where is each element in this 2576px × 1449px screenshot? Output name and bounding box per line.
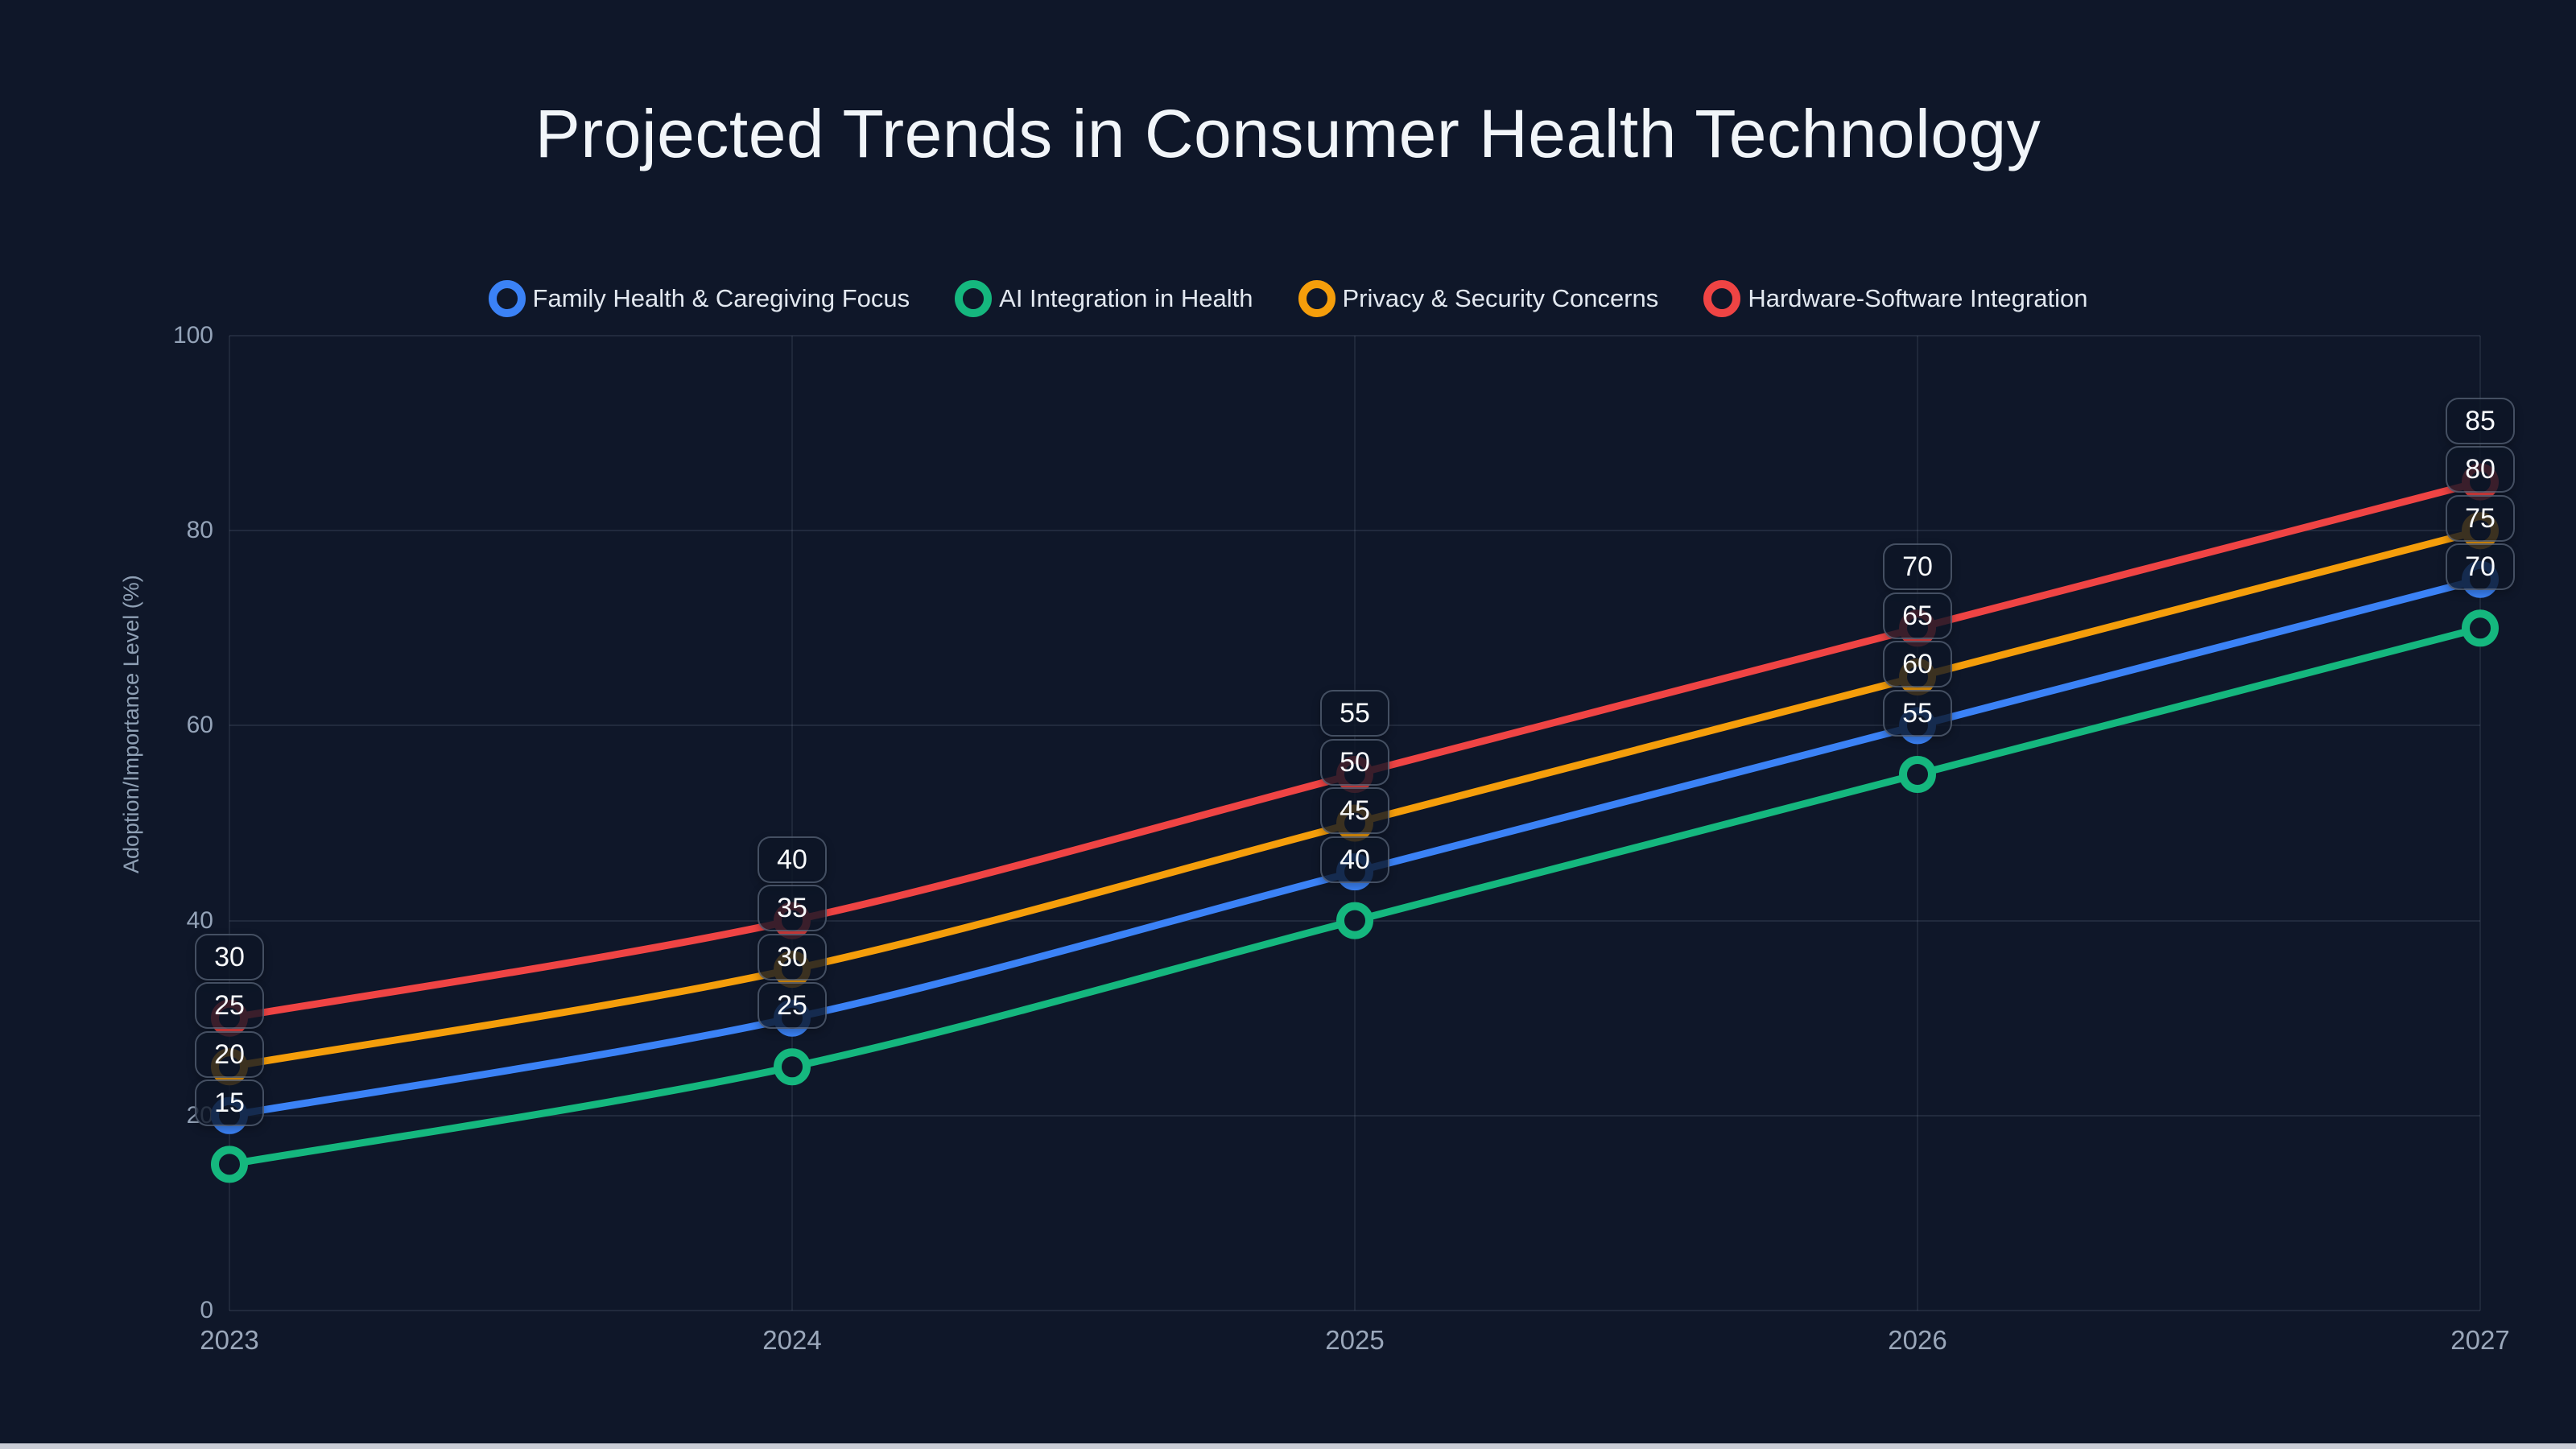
value-badge: 30 bbox=[195, 933, 264, 980]
value-badge: 60 bbox=[1883, 641, 1952, 688]
value-badge: 35 bbox=[758, 885, 827, 932]
h-gridline bbox=[229, 335, 2480, 336]
y-tick-label: 40 bbox=[186, 906, 213, 934]
value-badge: 40 bbox=[758, 836, 827, 883]
value-badge: 65 bbox=[1883, 592, 1952, 639]
value-badge: 55 bbox=[1320, 689, 1389, 737]
x-tick-label: 2027 bbox=[2450, 1325, 2510, 1355]
value-badge: 30 bbox=[758, 933, 827, 980]
h-gridline bbox=[229, 1114, 2480, 1117]
legend-ring-icon bbox=[488, 280, 526, 317]
legend-label: Family Health & Caregiving Focus bbox=[532, 284, 910, 312]
value-badge: 25 bbox=[195, 982, 264, 1030]
x-tick-label: 2023 bbox=[200, 1325, 259, 1355]
value-badge: 25 bbox=[758, 982, 827, 1030]
legend-item-2[interactable]: Privacy & Security Concerns bbox=[1298, 280, 1659, 317]
legend-label: Hardware-Software Integration bbox=[1748, 284, 2088, 312]
legend-label: AI Integration in Health bbox=[999, 284, 1253, 312]
x-tick-label: 2025 bbox=[1325, 1325, 1385, 1355]
h-gridline bbox=[229, 1310, 2480, 1311]
data-point-marker bbox=[1336, 902, 1373, 939]
legend: Family Health & Caregiving Focus AI Integ… bbox=[0, 280, 2576, 317]
bottom-edge-bar bbox=[0, 1443, 2576, 1449]
value-badge: 40 bbox=[1320, 836, 1389, 883]
value-badge: 20 bbox=[195, 1030, 264, 1078]
x-tick-label: 2026 bbox=[1888, 1325, 1947, 1355]
data-point-marker bbox=[2462, 609, 2499, 647]
value-badge: 15 bbox=[195, 1080, 264, 1127]
v-gridline bbox=[1917, 336, 1918, 1311]
h-gridline bbox=[229, 530, 2480, 532]
legend-item-0[interactable]: Family Health & Caregiving Focus bbox=[488, 280, 910, 317]
value-badge: 70 bbox=[1883, 543, 1952, 591]
y-tick-label: 80 bbox=[186, 517, 213, 544]
x-tick-label: 2024 bbox=[762, 1325, 822, 1355]
value-badge: 85 bbox=[2446, 397, 2515, 444]
legend-item-3[interactable]: Hardware-Software Integration bbox=[1703, 280, 2087, 317]
v-gridline bbox=[229, 336, 230, 1311]
y-tick-label: 100 bbox=[172, 322, 213, 349]
data-point-marker bbox=[774, 1048, 811, 1086]
v-gridline bbox=[2479, 336, 2481, 1311]
value-badge: 80 bbox=[2446, 446, 2515, 493]
legend-ring-icon bbox=[1703, 280, 1741, 317]
y-tick-label: 60 bbox=[186, 712, 213, 739]
value-badge: 50 bbox=[1320, 738, 1389, 786]
value-badge: 75 bbox=[2446, 494, 2515, 542]
y-tick-label: 0 bbox=[200, 1297, 213, 1323]
legend-ring-icon bbox=[1298, 280, 1335, 317]
value-badge: 70 bbox=[2446, 543, 2515, 591]
value-badge: 45 bbox=[1320, 787, 1389, 835]
legend-ring-icon bbox=[955, 280, 993, 317]
legend-label: Privacy & Security Concerns bbox=[1342, 284, 1659, 312]
legend-item-1[interactable]: AI Integration in Health bbox=[955, 280, 1253, 317]
value-badge: 55 bbox=[1883, 689, 1952, 737]
chart-title: Projected Trends in Consumer Health Tech… bbox=[535, 96, 2041, 171]
data-point-marker bbox=[211, 1146, 248, 1183]
v-gridline bbox=[791, 336, 793, 1311]
data-point-marker bbox=[1899, 755, 1936, 793]
